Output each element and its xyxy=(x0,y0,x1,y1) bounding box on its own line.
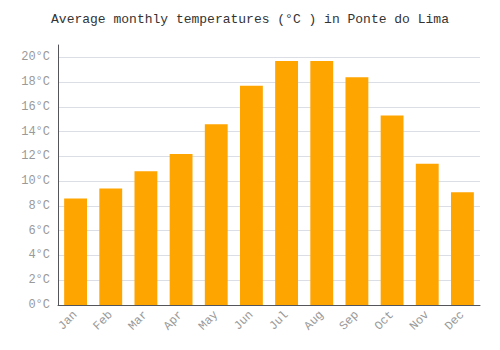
svg-text:Aug: Aug xyxy=(302,308,327,333)
svg-text:Oct: Oct xyxy=(372,308,397,333)
svg-text:Sep: Sep xyxy=(337,308,362,333)
svg-text:2°C: 2°C xyxy=(28,273,50,287)
svg-text:May: May xyxy=(196,308,221,333)
svg-text:10°C: 10°C xyxy=(21,174,50,188)
svg-text:12°C: 12°C xyxy=(21,149,50,163)
svg-text:Apr: Apr xyxy=(161,308,186,333)
svg-text:Nov: Nov xyxy=(407,308,432,333)
svg-text:6°C: 6°C xyxy=(28,224,50,238)
svg-text:Mar: Mar xyxy=(126,308,151,333)
svg-text:16°C: 16°C xyxy=(21,100,50,114)
svg-text:14°C: 14°C xyxy=(21,125,50,139)
svg-text:20°C: 20°C xyxy=(21,50,50,64)
svg-text:4°C: 4°C xyxy=(28,248,50,262)
svg-text:0°C: 0°C xyxy=(28,298,50,312)
svg-text:Average monthly temperatures (: Average monthly temperatures (°C ) in Po… xyxy=(51,12,449,27)
svg-text:Jun: Jun xyxy=(231,308,256,333)
svg-text:Dec: Dec xyxy=(442,308,467,333)
svg-text:Jan: Jan xyxy=(55,308,80,333)
svg-text:18°C: 18°C xyxy=(21,75,50,89)
svg-text:Jul: Jul xyxy=(266,308,291,333)
svg-text:Feb: Feb xyxy=(91,308,116,333)
svg-text:8°C: 8°C xyxy=(28,199,50,213)
